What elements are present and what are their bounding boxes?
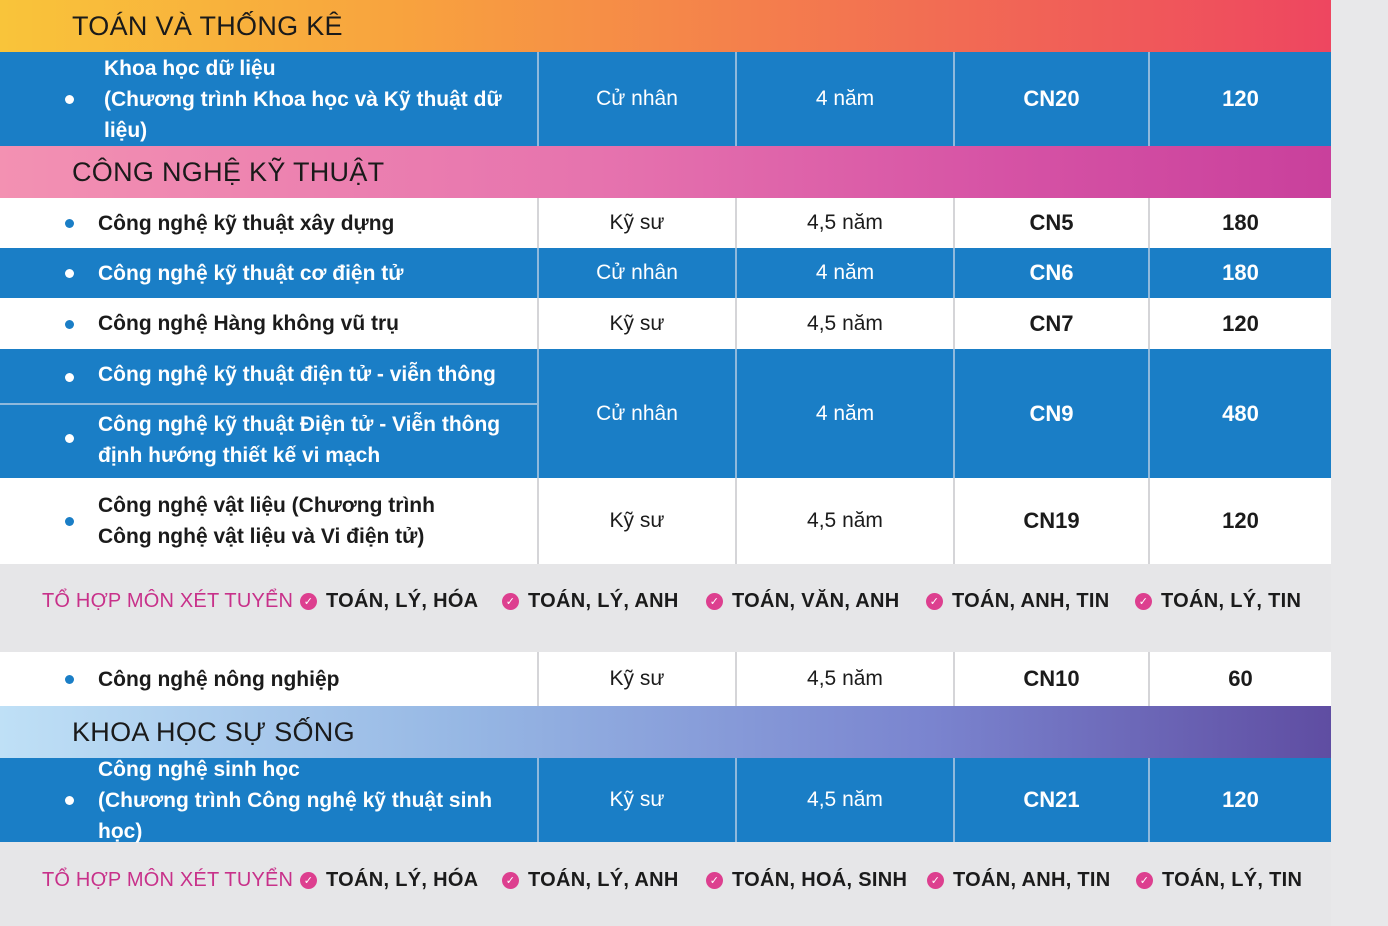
- duration-cell: 4 năm: [735, 248, 953, 298]
- check-circle-icon: ✓: [1135, 592, 1152, 610]
- table-row-cn21: Công nghệ sinh học (Chương trình Công ng…: [0, 758, 1331, 843]
- section-header-toan: TOÁN VÀ THỐNG KÊ: [0, 0, 1331, 52]
- code-cell: CN20: [953, 52, 1148, 146]
- table-row-cn6: Công nghệ kỹ thuật cơ điện tử Cử nhân 4 …: [0, 248, 1331, 298]
- degree-cell: Cử nhân: [537, 52, 735, 146]
- degree-cell: Kỹ sư: [537, 478, 735, 564]
- combo-item: ✓ TOÁN, ANH, TIN: [926, 590, 1110, 613]
- bullet-icon: [65, 269, 74, 278]
- program-subtitle: (Chương trình Công nghệ kỹ thuật sinh họ…: [98, 788, 493, 843]
- code-cell: CN19: [953, 478, 1148, 564]
- quota-cell: 180: [1148, 198, 1331, 248]
- combo-item: ✓ TOÁN, ANH, TIN: [927, 869, 1111, 892]
- program-name-cell: Khoa học dữ liệu (Chương trình Khoa học …: [0, 52, 537, 146]
- quota-cell: 60: [1148, 652, 1331, 706]
- bullet-icon: [65, 517, 74, 526]
- degree-cell: Kỹ sư: [537, 652, 735, 706]
- program-name-cell: Công nghệ vật liệu (Chương trình Công ng…: [0, 478, 537, 564]
- combo-item: ✓ TOÁN, LÝ, TIN: [1135, 590, 1301, 613]
- duration-cell: 4,5 năm: [735, 298, 953, 349]
- bullet-icon: [65, 675, 74, 684]
- duration-cell: 4,5 năm: [735, 198, 953, 248]
- duration-cell: 4 năm: [735, 349, 953, 478]
- quota-cell: 120: [1148, 52, 1331, 146]
- bullet-icon: [65, 373, 74, 382]
- check-circle-icon: ✓: [706, 592, 723, 610]
- degree-cell: Cử nhân: [537, 349, 735, 478]
- check-circle-icon: ✓: [502, 592, 519, 610]
- combo-item: ✓ TOÁN, VĂN, ANH: [706, 590, 900, 613]
- code-cell: CN9: [953, 349, 1148, 478]
- check-circle-icon: ✓: [926, 592, 943, 610]
- program-name: Công nghệ nông nghiệp: [98, 667, 340, 691]
- quota-cell: 180: [1148, 248, 1331, 298]
- section-header-khoa-hoc-su-song: KHOA HỌC SỰ SỐNG: [0, 706, 1331, 758]
- duration-cell: 4,5 năm: [735, 652, 953, 706]
- quota-cell: 480: [1148, 349, 1331, 478]
- program-name-cell: Công nghệ kỹ thuật xây dựng: [0, 198, 537, 248]
- degree-cell: Kỹ sư: [537, 298, 735, 349]
- combo-item: ✓ TOÁN, LÝ, HÓA: [300, 869, 478, 892]
- duration-cell: 4,5 năm: [735, 758, 953, 842]
- program-name-cell: Công nghệ nông nghiệp: [0, 652, 537, 706]
- code-cell: CN7: [953, 298, 1148, 349]
- combo-item: ✓ TOÁN, HOÁ, SINH: [706, 869, 907, 892]
- bullet-icon: [65, 219, 74, 228]
- table-row-cn20: Khoa học dữ liệu (Chương trình Khoa học …: [0, 52, 1331, 146]
- program-name-cell: Công nghệ Hàng không vũ trụ: [0, 298, 537, 349]
- program-subtitle: Công nghệ vật liệu và Vi điện tử): [98, 525, 425, 548]
- bullet-icon: [65, 319, 74, 329]
- program-name-cell: Công nghệ kỹ thuật điện tử - viễn thông …: [0, 349, 537, 478]
- section-header-cong-nghe: CÔNG NGHỆ KỸ THUẬT: [0, 146, 1331, 198]
- code-cell: CN6: [953, 248, 1148, 298]
- program-name: Công nghệ sinh học: [98, 757, 300, 781]
- program-name: Công nghệ kỹ thuật xây dựng: [98, 211, 395, 235]
- program-name: Công nghệ vật liệu (Chương trình: [98, 494, 435, 517]
- check-circle-icon: ✓: [1136, 871, 1153, 889]
- program-subtitle: định hướng thiết kế vi mạch: [98, 444, 381, 467]
- bullet-icon: [65, 95, 74, 104]
- combo-item: ✓ TOÁN, LÝ, ANH: [502, 590, 679, 613]
- duration-cell: 4 năm: [735, 52, 953, 146]
- combo-item: ✓ TOÁN, LÝ, TIN: [1136, 869, 1302, 892]
- code-cell: CN21: [953, 758, 1148, 842]
- combo-label: TỔ HỢP MÔN XÉT TUYỂN: [42, 868, 294, 891]
- check-circle-icon: ✓: [300, 871, 317, 889]
- code-cell: CN5: [953, 198, 1148, 248]
- table-row-cn10: Công nghệ nông nghiệp Kỹ sư 4,5 năm CN10…: [0, 652, 1331, 706]
- degree-cell: Kỹ sư: [537, 758, 735, 842]
- quota-cell: 120: [1148, 298, 1331, 349]
- program-name: Công nghệ kỹ thuật điện tử - viễn thông: [98, 363, 496, 386]
- quota-cell: 120: [1148, 758, 1331, 842]
- bullet-icon: [65, 796, 74, 805]
- check-circle-icon: ✓: [706, 871, 723, 889]
- program-name: Công nghệ kỹ thuật cơ điện tử: [98, 261, 404, 285]
- bullet-icon: [65, 434, 74, 443]
- quota-cell: 120: [1148, 478, 1331, 564]
- program-subtitle: (Chương trình Khoa học và Kỹ thuật dữ li…: [104, 87, 502, 142]
- program-name: Công nghệ kỹ thuật Điện tử - Viễn thông: [98, 413, 501, 436]
- degree-cell: Kỹ sư: [537, 198, 735, 248]
- table-row-cn5: Công nghệ kỹ thuật xây dựng Kỹ sư 4,5 nă…: [0, 198, 1331, 248]
- check-circle-icon: ✓: [927, 871, 944, 889]
- combo-item: ✓ TOÁN, LÝ, HÓA: [300, 590, 478, 613]
- table-row-cn7: Công nghệ Hàng không vũ trụ Kỹ sư 4,5 nă…: [0, 298, 1331, 349]
- table-row-cn19: Công nghệ vật liệu (Chương trình Công ng…: [0, 478, 1331, 564]
- degree-cell: Cử nhân: [537, 248, 735, 298]
- row-divider: [0, 403, 537, 405]
- duration-cell: 4,5 năm: [735, 478, 953, 564]
- check-circle-icon: ✓: [502, 871, 519, 889]
- code-cell: CN10: [953, 652, 1148, 706]
- program-name: Khoa học dữ liệu: [104, 56, 276, 80]
- program-name-cell: Công nghệ kỹ thuật cơ điện tử: [0, 248, 537, 298]
- table-row-cn9: Công nghệ kỹ thuật điện tử - viễn thông …: [0, 349, 1331, 478]
- subject-combination-row-2: TỔ HỢP MÔN XÉT TUYỂN ✓ TOÁN, LÝ, HÓA ✓ TOÁ…: [0, 855, 1331, 905]
- check-circle-icon: ✓: [300, 592, 317, 610]
- admission-table: TOÁN VÀ THỐNG KÊ Khoa học dữ liệu (Chươn…: [0, 0, 1331, 905]
- program-name-cell: Công nghệ sinh học (Chương trình Công ng…: [0, 758, 537, 843]
- subject-combination-row-1: TỔ HỢP MÔN XÉT TUYỂN ✓ TOÁN, LÝ, HÓA ✓ TOÁ…: [0, 576, 1331, 626]
- combo-item: ✓ TOÁN, LÝ, ANH: [502, 869, 679, 892]
- program-name: Công nghệ Hàng không vũ trụ: [98, 312, 399, 335]
- combo-label: TỔ HỢP MÔN XÉT TUYỂN: [42, 589, 294, 612]
